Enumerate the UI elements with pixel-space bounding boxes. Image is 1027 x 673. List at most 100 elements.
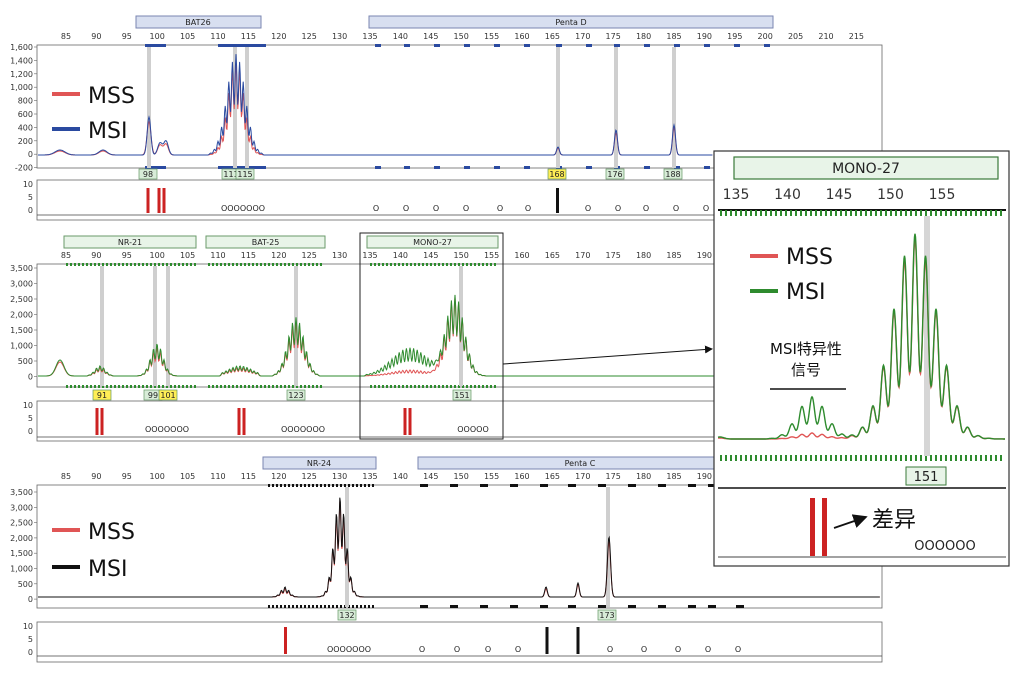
mid-bin-marker xyxy=(276,263,278,266)
mid-bin-marker xyxy=(292,385,294,388)
mid-bin-marker xyxy=(170,385,172,388)
inset-bin-marker xyxy=(780,455,782,461)
mid-bin-marker xyxy=(98,263,100,266)
top-bin-marker xyxy=(434,166,440,169)
mid-bin-marker xyxy=(378,385,380,388)
top-bin-marker xyxy=(248,44,254,47)
mid-bin-marker xyxy=(138,263,140,266)
bot-bin-marker xyxy=(688,484,696,487)
top-peak-guide xyxy=(556,47,560,168)
mid-sub-ytick: 10 xyxy=(23,401,33,410)
mid-xtick: 115 xyxy=(241,251,256,260)
mid-bin-marker xyxy=(264,385,266,388)
mid-xtick: 175 xyxy=(606,251,621,260)
inset-series-msi-line xyxy=(717,233,1005,440)
inset-bin-marker xyxy=(770,210,772,216)
bot-bin-marker xyxy=(352,605,354,608)
bot-bin-marker xyxy=(420,605,428,608)
mid-bin-marker xyxy=(470,385,472,388)
inset-diff-bar xyxy=(822,498,827,556)
bot-bin-marker xyxy=(658,605,666,608)
mid-bin-marker xyxy=(186,263,188,266)
bot-bin-marker xyxy=(268,605,270,608)
mid-xtick: 125 xyxy=(302,251,317,260)
bot-bin-marker xyxy=(348,484,350,487)
mid-bin-marker xyxy=(374,263,376,266)
bot-xtick: 190 xyxy=(697,472,712,481)
mid-bin-marker xyxy=(86,263,88,266)
plot-frame-middle xyxy=(36,263,718,388)
bot-xtick: 90 xyxy=(91,472,101,481)
bot-bin-marker xyxy=(332,484,334,487)
mid-bin-marker xyxy=(434,263,436,266)
bot-bin-marker xyxy=(364,605,366,608)
top-xtick: 150 xyxy=(454,32,469,41)
inset-bin-marker xyxy=(945,210,947,216)
bot-bin-marker xyxy=(420,484,428,487)
mid-bin-marker xyxy=(478,385,480,388)
top-peak-guide xyxy=(233,47,237,168)
mid-bin-marker xyxy=(402,263,404,266)
bot-bin-marker xyxy=(300,605,302,608)
peak-label: 91 xyxy=(97,391,107,400)
peak-label: 101 xyxy=(160,391,175,400)
inset-bin-marker xyxy=(745,210,747,216)
mid-bin-marker xyxy=(208,385,210,388)
plot-frame-top xyxy=(36,44,883,169)
mss-msi-diff-bar xyxy=(237,408,241,435)
inset-bin-marker xyxy=(785,455,787,461)
bot-bin-marker xyxy=(308,605,310,608)
top-bin-marker xyxy=(375,166,381,169)
inset-bin-marker xyxy=(770,455,772,461)
top-bin-marker xyxy=(734,44,740,47)
inset-bin-marker xyxy=(980,455,982,461)
bot-ytick: 2,000 xyxy=(10,534,33,543)
top-bin-marker xyxy=(644,166,650,169)
mid-bin-marker xyxy=(434,385,436,388)
mid-bin-marker xyxy=(272,263,274,266)
inset-peak-label: 151 xyxy=(914,470,939,485)
inset-bin-marker xyxy=(870,210,872,216)
mid-bin-marker xyxy=(284,263,286,266)
inset-bin-marker xyxy=(925,210,927,216)
inset-bin-marker xyxy=(885,455,887,461)
inset-bin-marker xyxy=(865,210,867,216)
mid-bin-marker xyxy=(106,263,108,266)
mid-ytick: 2,000 xyxy=(10,311,33,320)
inset-xtick: 145 xyxy=(826,187,853,203)
mid-bin-marker xyxy=(300,385,302,388)
bot-bin-marker xyxy=(272,484,274,487)
mid-bin-marker xyxy=(66,385,68,388)
top-bin-marker xyxy=(145,44,151,47)
mid-bin-marker xyxy=(284,385,286,388)
bot-bin-marker xyxy=(292,605,294,608)
mid-bin-marker xyxy=(102,263,104,266)
mid-ytick: 2,500 xyxy=(10,295,33,304)
top-bin-marker xyxy=(160,44,166,47)
bot-bin-marker xyxy=(328,605,330,608)
dot: O xyxy=(403,204,409,213)
mid-bin-marker xyxy=(90,385,92,388)
mid-bin-marker xyxy=(154,263,156,266)
bot-bin-marker xyxy=(568,484,576,487)
dot-row: OOOOOOO xyxy=(145,425,189,434)
mss-msi-diff-bar xyxy=(284,627,287,654)
mid-bin-marker xyxy=(406,385,408,388)
mid-bin-marker xyxy=(158,385,160,388)
mid-bin-marker xyxy=(482,263,484,266)
top-ytick: 1,000 xyxy=(10,83,33,92)
inset-bin-marker xyxy=(730,210,732,216)
mid-bin-marker xyxy=(454,385,456,388)
inset-bin-marker xyxy=(825,210,827,216)
top-xtick: 165 xyxy=(545,32,560,41)
top-xtick: 210 xyxy=(818,32,833,41)
mid-bin-marker xyxy=(154,385,156,388)
peak-label-box xyxy=(663,168,683,180)
mid-bin-marker xyxy=(280,263,282,266)
top-bin-marker xyxy=(375,44,381,47)
bot-xtick: 140 xyxy=(393,472,408,481)
bot-bin-marker xyxy=(312,484,314,487)
bot-xtick: 170 xyxy=(575,472,590,481)
top-bin-marker xyxy=(218,44,224,47)
